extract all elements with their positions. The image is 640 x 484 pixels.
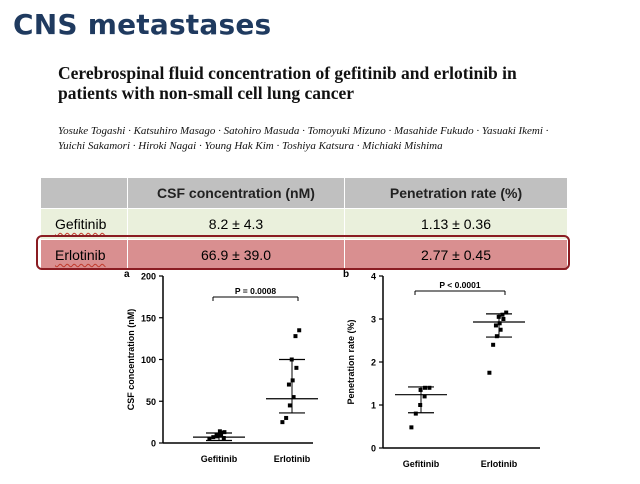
y-tick-label: 2 — [371, 358, 376, 368]
paper-title: Cerebrospinal fluid concentration of gef… — [58, 63, 517, 103]
y-tick-label: 100 — [141, 355, 156, 365]
data-point — [222, 430, 227, 435]
results-table: CSF concentration (nM) Penetration rate … — [41, 178, 567, 270]
paper-authors: Yosuke Togashi · Katsuhiro Masago · Sato… — [58, 125, 549, 152]
data-point — [501, 317, 506, 321]
data-point — [496, 314, 501, 319]
data-point — [289, 357, 294, 362]
table-cell-penetration: 2.77 ± 0.45 — [344, 239, 567, 270]
data-point — [498, 327, 503, 332]
p-value-label: P < 0.0001 — [439, 280, 480, 290]
y-tick-label: 50 — [146, 397, 156, 407]
data-point — [211, 435, 216, 440]
data-point — [493, 323, 498, 328]
table-header-csf: CSF concentration (nM) — [127, 178, 345, 209]
y-tick-label: 4 — [371, 272, 376, 282]
data-point — [221, 435, 226, 440]
data-point — [497, 321, 502, 326]
data-point — [494, 334, 499, 339]
data-point — [413, 411, 418, 416]
data-point — [500, 312, 505, 317]
data-point — [294, 365, 299, 370]
data-point — [291, 395, 296, 400]
data-point — [284, 415, 289, 420]
data-point — [287, 403, 292, 408]
y-tick-label: 0 — [151, 439, 156, 449]
data-point — [409, 425, 414, 430]
data-point — [487, 370, 492, 375]
x-tick-label: Erlotinib — [481, 459, 518, 469]
p-value-label: P = 0.0008 — [235, 286, 276, 296]
y-tick-label: 150 — [141, 313, 156, 323]
data-point — [418, 387, 423, 392]
data-point — [286, 382, 291, 387]
data-point — [422, 394, 427, 399]
table-header-penetration: Penetration rate (%) — [344, 178, 567, 209]
x-tick-label: Gefitinib — [201, 454, 238, 464]
table-cell-penetration: 1.13 ± 0.36 — [344, 208, 567, 240]
x-tick-label: Erlotinib — [274, 454, 311, 464]
data-point — [427, 385, 432, 390]
data-point — [290, 378, 295, 383]
table-cell-csf: 66.9 ± 39.0 — [127, 239, 345, 270]
y-tick-label: 200 — [141, 272, 156, 282]
data-point — [219, 433, 224, 438]
table-row-gefitinib: Gefitinib 8.2 ± 4.3 1.13 ± 0.36 — [41, 208, 567, 240]
table-row-erlotinib: Erlotinib 66.9 ± 39.0 2.77 ± 0.45 — [41, 239, 567, 270]
data-point — [418, 403, 423, 407]
table-header-row: CSF concentration (nM) Penetration rate … — [41, 178, 567, 209]
y-tick-label: 3 — [371, 315, 376, 325]
data-point — [207, 436, 212, 441]
data-point — [217, 429, 222, 434]
data-point — [504, 310, 509, 315]
y-tick-label: 1 — [371, 401, 376, 411]
x-tick-label: Gefitinib — [403, 459, 440, 469]
data-point — [491, 342, 496, 347]
data-point — [214, 432, 219, 437]
y-axis-label: Penetration rate (%) — [346, 319, 356, 404]
data-point — [280, 420, 285, 425]
table-header-drug — [41, 178, 128, 209]
data-point — [423, 385, 427, 390]
panel-label: a — [124, 269, 130, 280]
table-cell-csf: 8.2 ± 4.3 — [127, 208, 345, 240]
y-tick-label: 0 — [371, 444, 376, 454]
data-point — [293, 334, 298, 339]
slide-title: CNS metastases — [13, 8, 272, 41]
y-axis-label: CSF concentration (nM) — [126, 309, 136, 411]
erlotinib-highlight-box — [36, 235, 570, 270]
panel-label: b — [343, 269, 349, 280]
table-cell-drug: Erlotinib — [41, 239, 128, 270]
table-cell-drug: Gefitinib — [41, 208, 128, 240]
data-point — [297, 328, 302, 333]
